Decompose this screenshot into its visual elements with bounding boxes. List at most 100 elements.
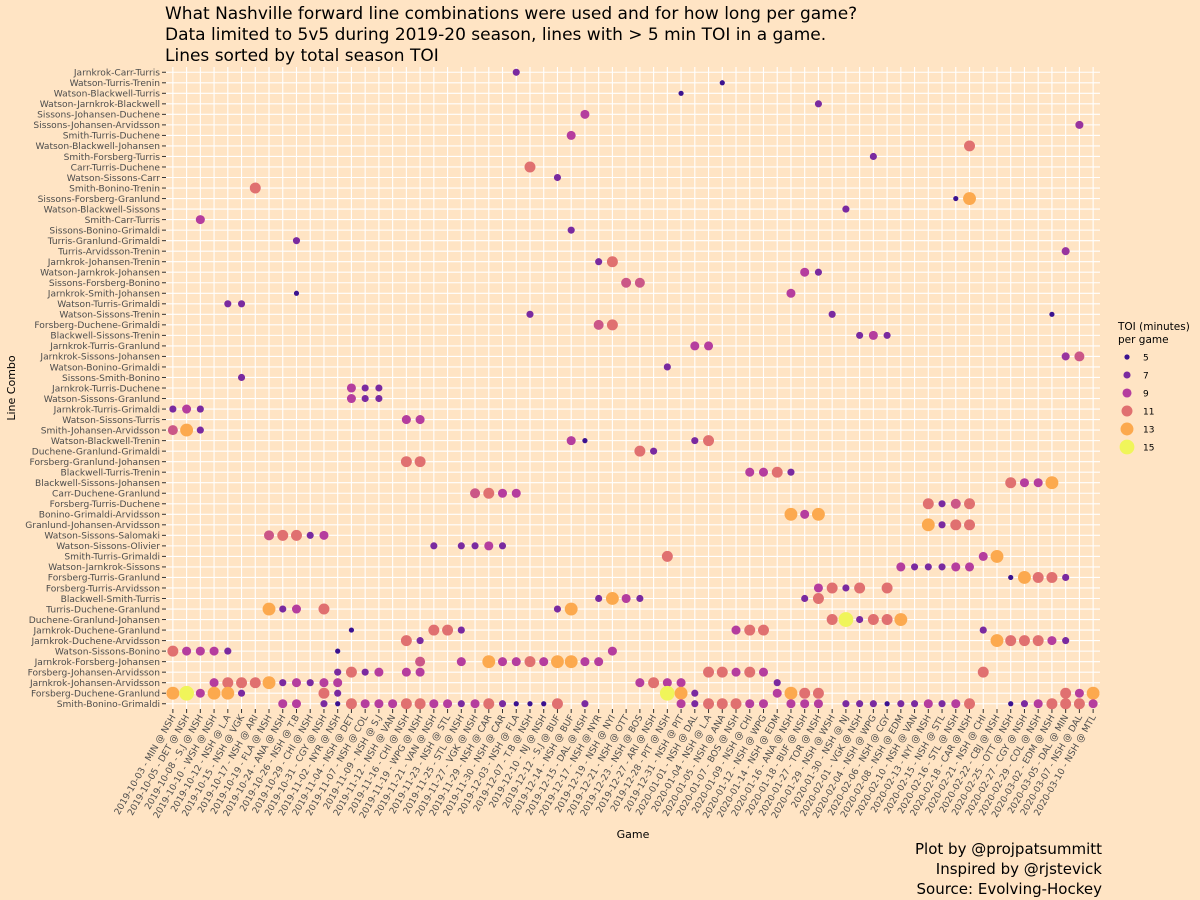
legend-title: TOI (minutes) <box>1117 321 1190 333</box>
data-point <box>566 130 576 140</box>
data-point <box>911 563 919 571</box>
data-point <box>1060 687 1072 699</box>
legend-label: 15 <box>1143 444 1154 454</box>
data-point <box>963 192 976 205</box>
legend-key <box>1121 405 1133 417</box>
legend-label: 7 <box>1143 372 1149 382</box>
data-point <box>249 677 261 689</box>
data-point <box>482 655 496 669</box>
data-point <box>195 646 205 656</box>
data-point <box>703 698 715 710</box>
y-tick-label: Watson-Bonino-Grimaldi <box>50 363 160 373</box>
data-point <box>964 498 975 510</box>
y-tick-label: Jarnkrok-Smith-Johansen <box>47 290 160 300</box>
data-point <box>883 331 891 339</box>
data-point <box>731 667 741 677</box>
data-point <box>1046 698 1058 710</box>
data-point <box>593 319 604 330</box>
data-point <box>606 319 618 331</box>
data-point <box>1086 686 1100 700</box>
y-tick-label: Jarnkrok-Turris-Granlund <box>49 342 160 352</box>
data-point <box>1032 635 1044 647</box>
data-point <box>951 699 961 709</box>
data-point <box>388 699 398 709</box>
data-point <box>659 685 675 701</box>
data-point <box>678 90 684 96</box>
data-point <box>801 594 809 603</box>
data-point <box>581 700 589 708</box>
y-tick-label: Jarnkrok-Duchene-Granlund <box>32 626 160 636</box>
data-point <box>813 699 823 709</box>
y-tick-label: Forsberg-Johansen-Arvidsson <box>28 668 160 678</box>
y-tick-label: Blackwell-Smith-Turris <box>61 595 161 605</box>
data-point <box>953 195 959 202</box>
data-point <box>541 701 547 707</box>
data-point <box>842 700 850 708</box>
data-point <box>291 604 302 614</box>
data-point <box>691 700 699 708</box>
data-point <box>498 700 507 708</box>
data-point <box>209 678 219 688</box>
data-point <box>442 624 454 636</box>
data-point <box>430 542 438 550</box>
legend-label: 13 <box>1143 426 1154 436</box>
data-point <box>196 426 204 434</box>
data-point <box>457 700 465 708</box>
data-point <box>842 584 850 592</box>
data-point <box>207 686 221 700</box>
y-tick-label: Carr-Turris-Duchene <box>71 163 161 173</box>
data-point <box>896 562 906 572</box>
data-point <box>745 699 755 709</box>
data-point <box>318 687 330 699</box>
legend-key <box>1119 439 1135 455</box>
data-point <box>854 582 866 594</box>
data-point <box>716 698 728 710</box>
y-tick-label: Sissons-Smith-Bonino <box>62 374 160 384</box>
data-point <box>771 466 783 478</box>
data-point <box>346 394 356 404</box>
data-point <box>195 215 205 225</box>
data-point <box>758 467 769 477</box>
data-point <box>964 519 975 531</box>
data-point <box>924 563 932 571</box>
y-tick-label: Jarnkrok-Sissons-Johansen <box>39 353 160 363</box>
data-point <box>262 602 276 616</box>
y-tick-label: Sissons-Bonino-Grimaldi <box>49 226 160 236</box>
data-point <box>306 531 314 539</box>
data-point <box>811 507 825 521</box>
inspired-by-credit: Inspired by @rjstevick <box>935 860 1102 878</box>
data-point <box>428 624 440 636</box>
data-point <box>800 699 810 709</box>
data-point <box>869 700 877 708</box>
data-point <box>838 612 854 627</box>
data-point <box>401 415 411 425</box>
data-point <box>826 614 838 626</box>
y-tick-label: Sissons-Johansen-Arvidsson <box>33 121 160 131</box>
data-point <box>345 666 357 678</box>
data-point <box>1005 477 1017 489</box>
data-point <box>527 701 533 707</box>
y-tick-label: Watson-Sissons-Olivier <box>56 542 160 552</box>
data-point <box>415 667 425 677</box>
data-point <box>319 530 329 540</box>
data-point <box>483 698 495 710</box>
data-point <box>1008 574 1014 581</box>
data-point <box>1062 637 1070 645</box>
data-point <box>414 698 426 710</box>
data-point <box>897 700 905 708</box>
data-point <box>938 700 946 708</box>
data-point <box>856 331 864 339</box>
chart-subtitle-line-2: Lines sorted by total season TOI <box>165 46 439 66</box>
data-point <box>719 80 725 86</box>
y-tick-label: Sissons-Forsberg-Bonino <box>49 279 161 289</box>
data-point <box>512 68 520 76</box>
data-point <box>758 667 769 677</box>
data-point <box>977 666 989 678</box>
data-point <box>595 258 603 266</box>
y-tick-label: Jarnkrok-Duchene-Arvidsson <box>30 637 160 647</box>
y-tick-label: Smith-Bonino-Grimaldi <box>57 700 160 710</box>
data-point <box>279 605 287 613</box>
data-point <box>1033 478 1043 488</box>
data-point <box>856 700 864 708</box>
